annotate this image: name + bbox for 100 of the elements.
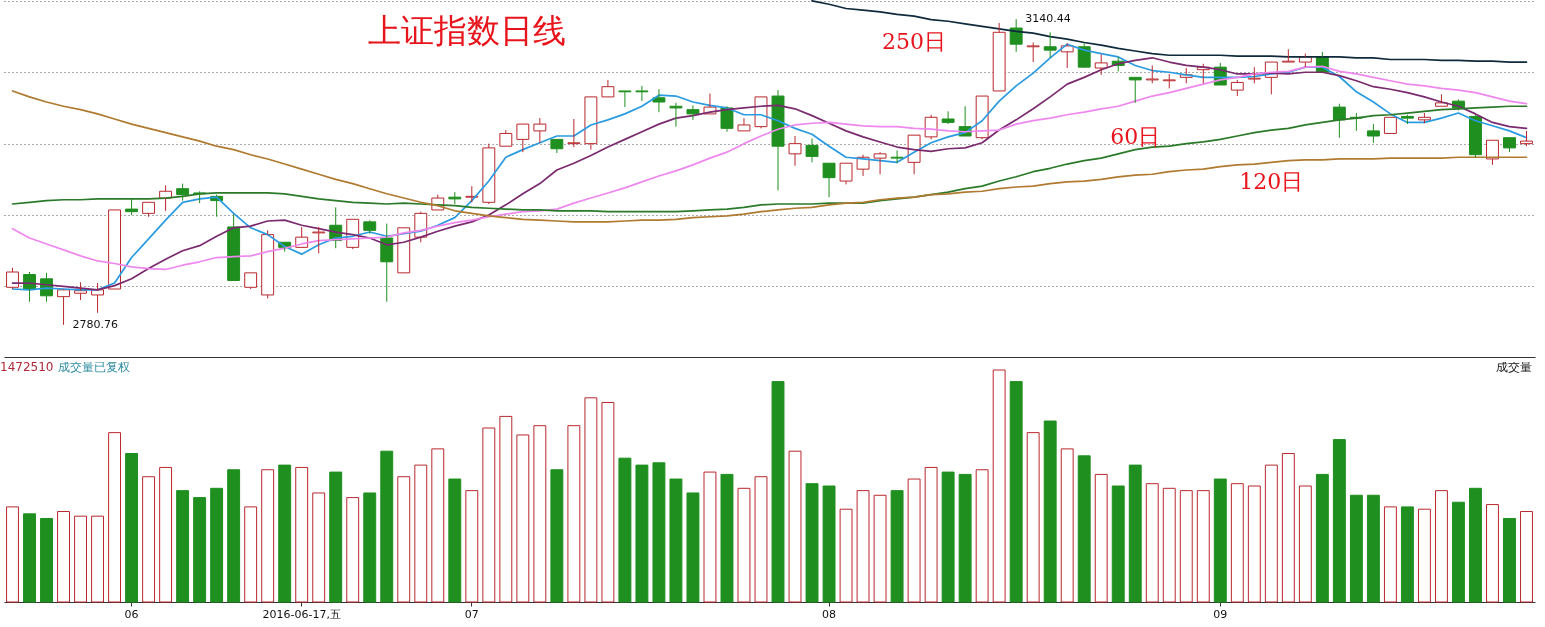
bar: [975, 469, 989, 603]
x-tick-label: 07: [464, 607, 479, 621]
bar: [312, 492, 326, 603]
bar: [244, 506, 258, 603]
candlestick: [822, 162, 836, 198]
candlestick: [1009, 18, 1023, 53]
bar: [771, 381, 785, 603]
candlestick: [125, 198, 139, 216]
candlestick: [1128, 76, 1142, 104]
bar: [1332, 439, 1346, 603]
bar: [958, 473, 972, 603]
bar: [1128, 464, 1142, 603]
bar: [380, 450, 394, 603]
bar: [1145, 483, 1159, 603]
candlestick: [737, 117, 751, 132]
bar: [737, 487, 751, 603]
candlestick: [652, 88, 666, 113]
candlestick: [805, 138, 819, 163]
bar: [1434, 490, 1448, 603]
bar: [941, 471, 955, 603]
candlestick: [890, 149, 904, 164]
bar: [822, 485, 836, 603]
candlestick: [1145, 64, 1159, 84]
bar: [448, 478, 462, 603]
candlestick: [1434, 93, 1448, 107]
bar: [1520, 511, 1533, 603]
candlestick: [1043, 31, 1057, 59]
bar: [1077, 455, 1091, 603]
candlestick: [686, 104, 700, 121]
bar: [465, 490, 479, 603]
bar: [159, 466, 173, 603]
candlestick: [397, 227, 411, 274]
bar: [1230, 483, 1244, 603]
bar: [142, 476, 156, 603]
bar: [1383, 506, 1397, 603]
candlestick: [227, 213, 241, 281]
candlestick: [1383, 116, 1397, 134]
bar: [431, 448, 445, 603]
bar: [703, 471, 717, 603]
x-tick-label: 2016-06-17,五: [262, 607, 341, 621]
bar: [754, 476, 768, 603]
candlestick: [533, 117, 547, 144]
bar: [1349, 494, 1363, 603]
candlestick: [601, 79, 615, 98]
bar: [873, 494, 887, 603]
bar: [1264, 464, 1278, 603]
series-label: 120日: [1239, 169, 1304, 195]
bar: [1298, 485, 1312, 603]
candlestick: [550, 138, 564, 154]
bar: [1400, 506, 1414, 603]
bar: [1486, 504, 1499, 603]
bar: [23, 513, 36, 603]
series-label: 60日: [1110, 123, 1161, 149]
candlestick: [499, 129, 513, 147]
candlestick: [176, 183, 190, 202]
bar: [1281, 453, 1295, 603]
candlestick: [941, 110, 955, 125]
bar: [261, 469, 275, 603]
candlestick: [992, 22, 1006, 92]
bar: [669, 478, 683, 603]
bar: [40, 517, 53, 603]
candlestick: [244, 272, 258, 290]
bar: [1247, 485, 1261, 603]
candlestick: [363, 219, 377, 235]
bar: [788, 450, 802, 603]
bar: [584, 397, 598, 603]
x-tick-label: 09: [1213, 607, 1228, 621]
x-tick-label: 08: [822, 607, 837, 621]
bar: [1111, 485, 1125, 603]
annotation: 1472510: [0, 360, 54, 374]
bar: [1043, 420, 1057, 603]
candlestick: [669, 102, 683, 128]
bar: [193, 497, 207, 603]
bar: [1452, 501, 1465, 603]
candlestick: [1366, 123, 1380, 144]
bar: [907, 478, 921, 603]
candlestick: [618, 90, 632, 108]
annotation: 3140.44: [1025, 12, 1071, 26]
bar: [6, 506, 19, 603]
candlestick: [635, 85, 649, 102]
candlestick: [788, 135, 802, 167]
bar: [482, 427, 496, 603]
candlestick: [74, 281, 87, 301]
bar: [1179, 490, 1193, 603]
bar: [1060, 448, 1074, 603]
candlestick: [1281, 48, 1295, 63]
bar: [1094, 473, 1108, 603]
candlestick: [142, 201, 156, 218]
bar: [1417, 508, 1431, 603]
bar: [74, 515, 87, 603]
candlestick: [108, 209, 122, 290]
bar: [1026, 432, 1040, 603]
series-label: 250日: [882, 29, 947, 55]
candlestick: [482, 143, 496, 205]
bar: [1315, 473, 1329, 603]
bar: [550, 469, 564, 603]
bar: [210, 487, 224, 603]
bar: [839, 508, 853, 603]
bar: [924, 466, 938, 603]
bar: [652, 462, 666, 603]
